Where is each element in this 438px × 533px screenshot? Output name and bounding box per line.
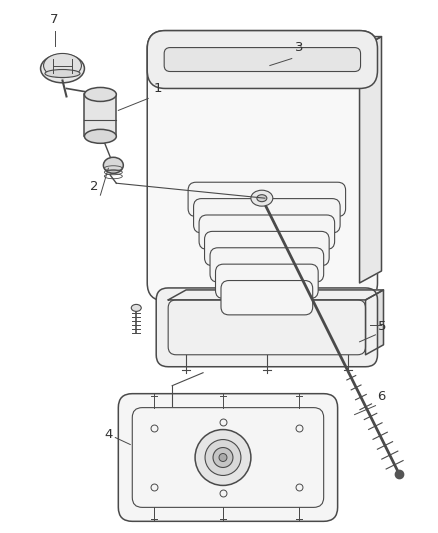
Ellipse shape — [41, 54, 85, 83]
Bar — [85, 94, 117, 136]
Ellipse shape — [251, 190, 273, 206]
FancyBboxPatch shape — [215, 264, 318, 298]
Text: 5: 5 — [378, 320, 386, 333]
FancyBboxPatch shape — [205, 231, 329, 266]
Text: 6: 6 — [378, 390, 386, 402]
FancyBboxPatch shape — [221, 280, 313, 315]
Polygon shape — [195, 48, 345, 56]
Ellipse shape — [85, 87, 117, 101]
FancyBboxPatch shape — [147, 30, 378, 301]
FancyBboxPatch shape — [147, 30, 378, 88]
Ellipse shape — [85, 130, 117, 143]
Text: 2: 2 — [90, 180, 99, 193]
Circle shape — [213, 448, 233, 467]
FancyBboxPatch shape — [188, 182, 346, 216]
Polygon shape — [360, 37, 381, 283]
FancyBboxPatch shape — [194, 199, 340, 233]
Polygon shape — [168, 290, 384, 300]
Ellipse shape — [43, 53, 81, 78]
Text: 4: 4 — [104, 427, 112, 441]
Ellipse shape — [103, 157, 124, 173]
Circle shape — [205, 440, 241, 475]
Polygon shape — [165, 37, 381, 49]
Text: 3: 3 — [295, 41, 303, 53]
Circle shape — [195, 430, 251, 486]
FancyBboxPatch shape — [118, 394, 338, 521]
Circle shape — [219, 454, 227, 462]
Text: 7: 7 — [50, 13, 59, 26]
FancyBboxPatch shape — [156, 288, 378, 367]
FancyBboxPatch shape — [210, 248, 324, 282]
Ellipse shape — [257, 195, 267, 201]
FancyBboxPatch shape — [199, 215, 335, 249]
Ellipse shape — [131, 304, 141, 311]
Ellipse shape — [45, 69, 80, 77]
FancyBboxPatch shape — [164, 47, 360, 71]
Text: 1: 1 — [153, 83, 162, 95]
Polygon shape — [366, 290, 384, 355]
